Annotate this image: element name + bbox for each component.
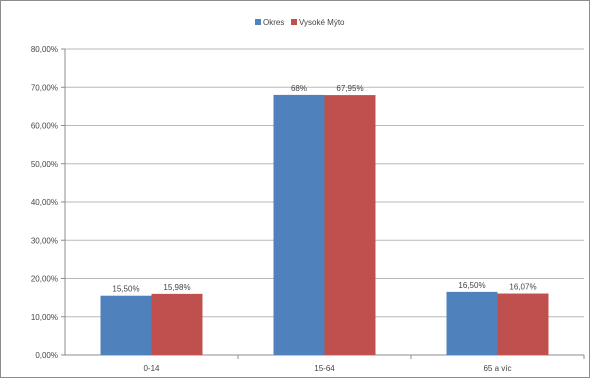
bar	[273, 94, 325, 356]
y-tick-label: 30,00%	[31, 236, 58, 245]
y-tick-label: 0,00%	[35, 351, 58, 360]
bars	[100, 94, 549, 356]
y-tick-label: 20,00%	[31, 275, 58, 284]
y-tick-label: 40,00%	[31, 198, 58, 207]
data-label: 16,07%	[509, 283, 536, 292]
bar	[324, 95, 376, 355]
y-tick-labels: 0,00% 10,00% 20,00% 30,00% 40,00% 50,00% 60,00…	[31, 45, 58, 360]
data-label: 16,50%	[458, 281, 485, 290]
bar	[100, 295, 152, 355]
bar	[151, 293, 203, 355]
bar	[497, 293, 549, 355]
category-labels: 0-14 15-64 65 a víc	[143, 364, 511, 373]
y-tick-label: 70,00%	[31, 83, 58, 92]
legend-swatch	[255, 19, 261, 25]
data-label: 15,50%	[112, 285, 139, 294]
y-tick-label: 50,00%	[31, 160, 58, 169]
data-label: 15,98%	[163, 283, 190, 292]
y-tick-label: 80,00%	[31, 45, 58, 54]
legend-label: Okres	[263, 18, 284, 27]
legend: Okres Vysoké Mýto	[255, 18, 345, 27]
category-label: 65 a víc	[483, 364, 511, 373]
y-tick-label: 10,00%	[31, 313, 58, 322]
data-label: 68%	[291, 84, 307, 93]
category-label: 15-64	[314, 364, 335, 373]
y-tick-label: 60,00%	[31, 122, 58, 131]
category-label: 0-14	[143, 364, 160, 373]
legend-swatch	[291, 19, 297, 25]
data-labels: 15,50% 15,98% 68% 67,95% 16,50% 16,07%	[112, 84, 536, 294]
data-label: 67,95%	[336, 84, 363, 93]
bar	[446, 291, 498, 355]
legend-label: Vysoké Mýto	[299, 18, 345, 27]
